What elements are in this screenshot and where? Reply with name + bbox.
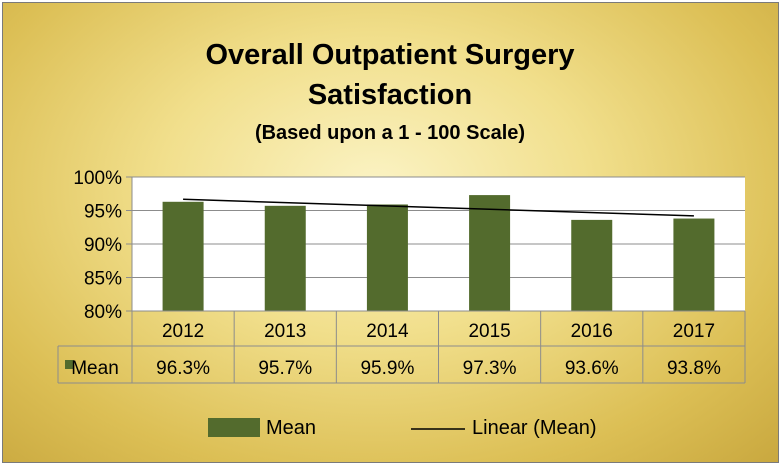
table-value-2012: 96.3% (156, 358, 210, 379)
legend-label-mean: Mean (266, 417, 316, 439)
table-header-2015: 2015 (468, 321, 510, 342)
table-value-2014: 95.9% (360, 358, 414, 379)
bar-mean-2016 (571, 219, 613, 311)
y-tick-label: 100% (73, 168, 122, 189)
chart-title-line-2: Satisfaction (308, 79, 472, 111)
bar-mean-2015 (469, 195, 511, 311)
legend: Mean Linear (Mean) (208, 417, 597, 439)
table-header-2013: 2013 (264, 321, 306, 342)
table-value-2016: 93.6% (565, 358, 619, 379)
table-series-key (65, 360, 74, 369)
y-tick-label: 90% (84, 235, 122, 256)
data-table: 2012 96.3% 2013 95.7% 2014 95.9% 2015 97.3% 2016… (57, 310, 746, 384)
trendline-linear-mean (183, 198, 694, 217)
table-series-label: Mean (71, 358, 119, 379)
bar-mean-2014 (366, 204, 408, 311)
y-tick-label: 95% (84, 202, 122, 223)
table-value-2015: 97.3% (463, 358, 517, 379)
chart-subtitle: (Based upon a 1 - 100 Scale) (255, 122, 525, 144)
bar-mean-2013 (264, 205, 306, 311)
table-header-2014: 2014 (366, 321, 409, 342)
y-axis: 80% 85% 90% 95% 100% (73, 168, 133, 323)
chart-frame: Overall Outpatient Surgery Satisfaction … (2, 2, 779, 463)
y-tick-label: 80% (84, 302, 122, 323)
legend-swatch-mean (208, 418, 260, 437)
chart-svg: Overall Outpatient Surgery Satisfaction … (57, 39, 746, 439)
bar-mean-2017 (673, 218, 715, 311)
table-value-2013: 95.7% (258, 358, 312, 379)
chart-title-line-1: Overall Outpatient Surgery (205, 39, 574, 71)
legend-label-linear: Linear (Mean) (472, 417, 597, 439)
table-value-2017: 93.8% (667, 358, 721, 379)
table-header-2016: 2016 (571, 321, 613, 342)
bar-mean-2012 (162, 201, 204, 311)
table-header-2012: 2012 (162, 321, 204, 342)
y-tick-label: 85% (84, 269, 122, 290)
bars (162, 195, 715, 311)
table-header-2017: 2017 (673, 321, 715, 342)
trendline (183, 198, 694, 217)
